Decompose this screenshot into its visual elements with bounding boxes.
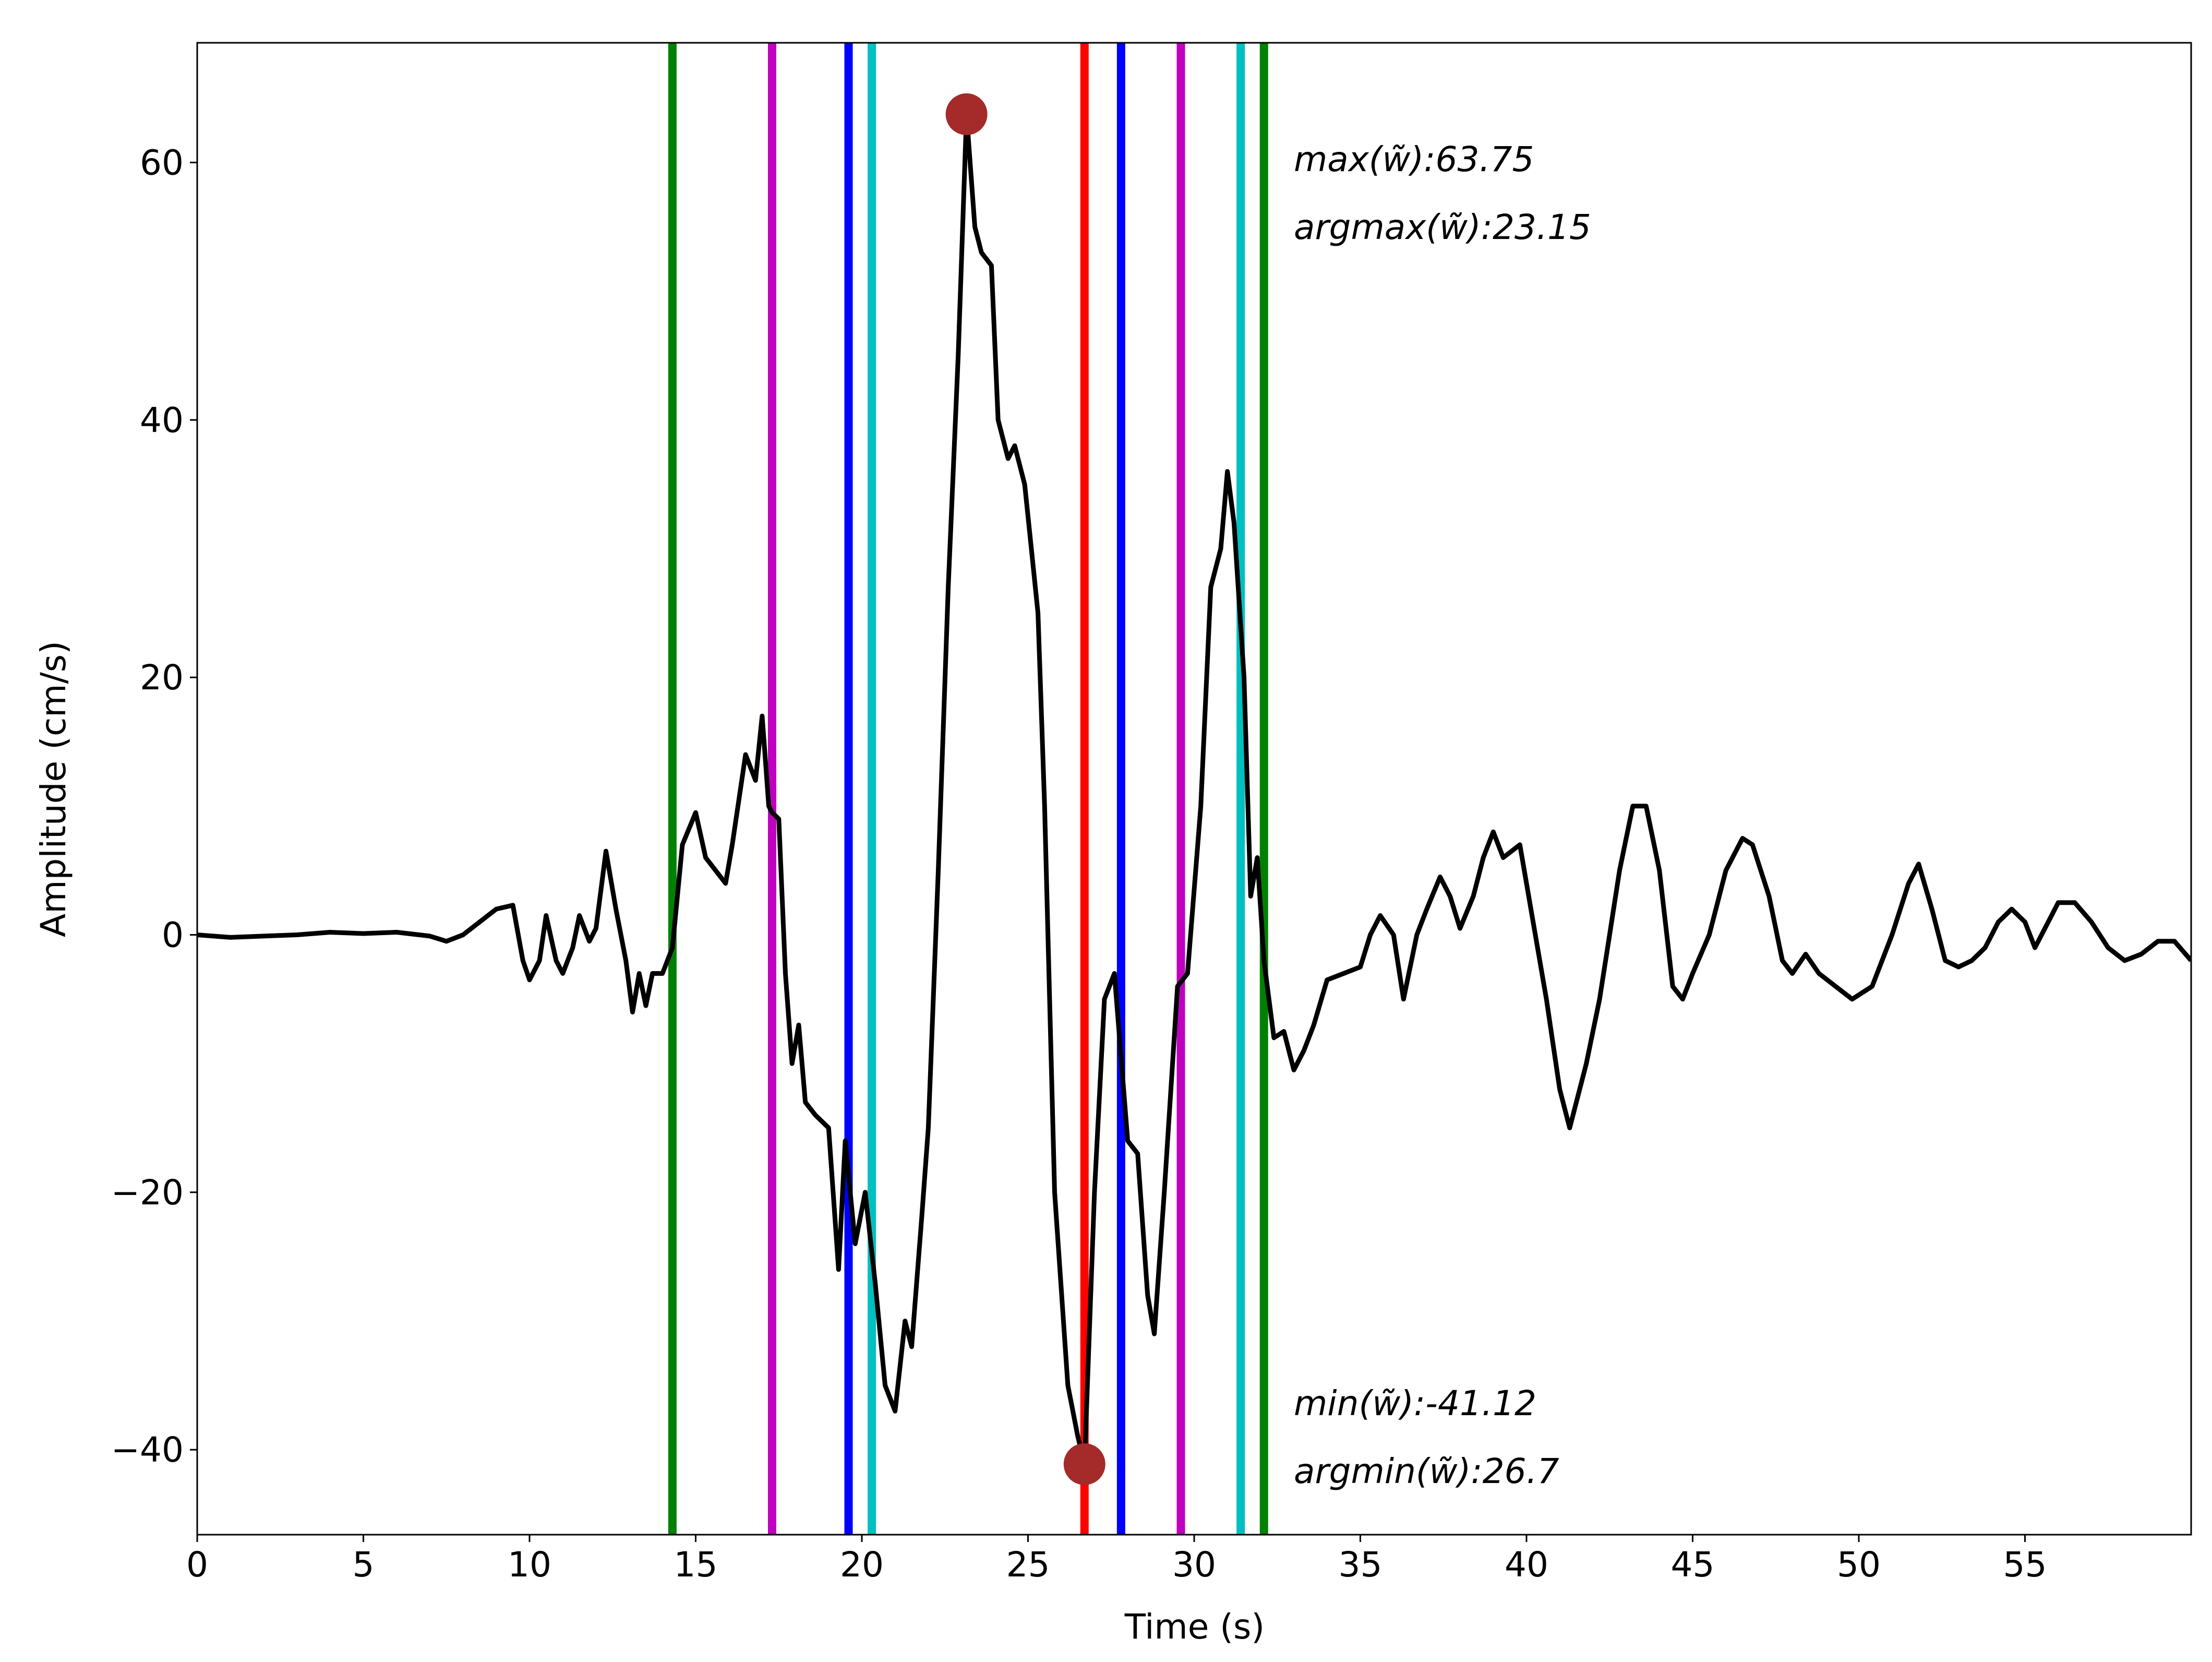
y-tick-label: 0 bbox=[162, 915, 184, 955]
y-axis-label: Amplitude (cm/s) bbox=[33, 641, 74, 937]
annotation: max(w̃):63.75 bbox=[1294, 139, 1534, 180]
x-tick-label: 10 bbox=[508, 1545, 551, 1585]
x-tick-label: 15 bbox=[674, 1545, 718, 1585]
y-tick-label: 40 bbox=[140, 400, 184, 440]
annotation: min(w̃):-41.12 bbox=[1294, 1383, 1536, 1424]
x-tick-label: 25 bbox=[1006, 1545, 1050, 1585]
x-tick-label: 35 bbox=[1339, 1545, 1383, 1585]
x-tick-label: 5 bbox=[353, 1545, 375, 1585]
x-tick-label: 55 bbox=[2003, 1545, 2047, 1585]
x-tick-label: 0 bbox=[186, 1545, 208, 1585]
y-tick-label: −20 bbox=[111, 1173, 184, 1213]
extremum-marker bbox=[1063, 1443, 1105, 1485]
plot-frame bbox=[196, 42, 2192, 1536]
x-tick-label: 40 bbox=[1505, 1545, 1548, 1585]
annotation: argmin(w̃):26.7 bbox=[1294, 1451, 1559, 1491]
waveform bbox=[197, 112, 2191, 1467]
y-tick-label: −40 bbox=[111, 1430, 184, 1470]
x-axis-label: Time (s) bbox=[1124, 1607, 1265, 1647]
x-tick-label: 20 bbox=[840, 1545, 884, 1585]
annotation: argmax(w̃):23.15 bbox=[1294, 207, 1591, 247]
y-tick-label: 20 bbox=[140, 657, 184, 698]
x-tick-label: 45 bbox=[1671, 1545, 1715, 1585]
x-tick-label: 50 bbox=[1837, 1545, 1881, 1585]
y-tick-label: 60 bbox=[140, 142, 184, 183]
x-tick-label: 30 bbox=[1172, 1545, 1216, 1585]
extremum-marker bbox=[945, 93, 988, 135]
